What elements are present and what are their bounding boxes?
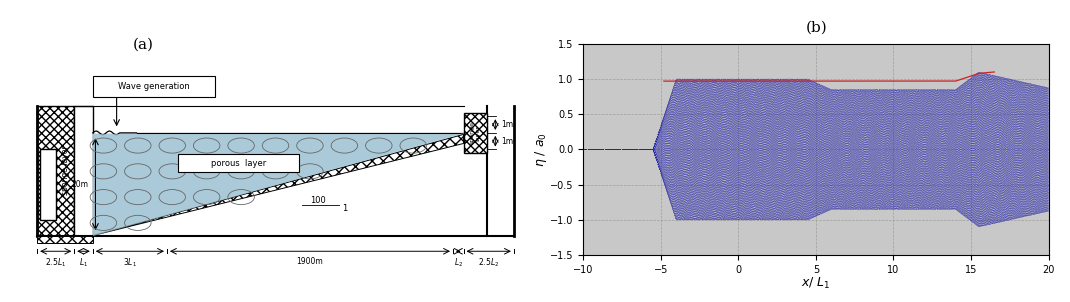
Bar <box>463 113 488 153</box>
Text: (a): (a) <box>133 38 154 52</box>
Text: (b): (b) <box>806 21 827 35</box>
Y-axis label: $\eta\ /\ a_0$: $\eta\ /\ a_0$ <box>533 132 549 167</box>
Bar <box>74 106 93 236</box>
Bar <box>37 106 74 236</box>
Text: 1: 1 <box>341 204 347 213</box>
X-axis label: $x/\ L_1$: $x/\ L_1$ <box>801 276 830 291</box>
Text: 1m: 1m <box>502 120 514 129</box>
Text: $3L_1$: $3L_1$ <box>123 257 137 269</box>
Text: porous  layer: porous layer <box>211 159 266 168</box>
Polygon shape <box>37 236 93 243</box>
Text: $2.5L_2$: $2.5L_2$ <box>478 257 500 269</box>
Polygon shape <box>93 134 463 236</box>
Text: $2.5L_1$: $2.5L_1$ <box>45 257 66 269</box>
Text: $L_1$: $L_1$ <box>79 257 88 269</box>
FancyBboxPatch shape <box>178 154 300 172</box>
Polygon shape <box>93 133 463 236</box>
FancyBboxPatch shape <box>93 76 215 97</box>
Text: 1900m: 1900m <box>296 257 323 266</box>
Bar <box>40 149 56 220</box>
Text: $L_2$: $L_2$ <box>454 257 463 269</box>
Text: 1m: 1m <box>502 137 514 146</box>
Text: Wave generation: Wave generation <box>118 82 189 91</box>
Text: sponge
layer: sponge layer <box>470 121 480 144</box>
Text: 100: 100 <box>310 196 325 205</box>
Text: sponge layer: sponge layer <box>61 146 70 195</box>
Polygon shape <box>93 133 463 236</box>
Text: 20m: 20m <box>72 180 89 189</box>
